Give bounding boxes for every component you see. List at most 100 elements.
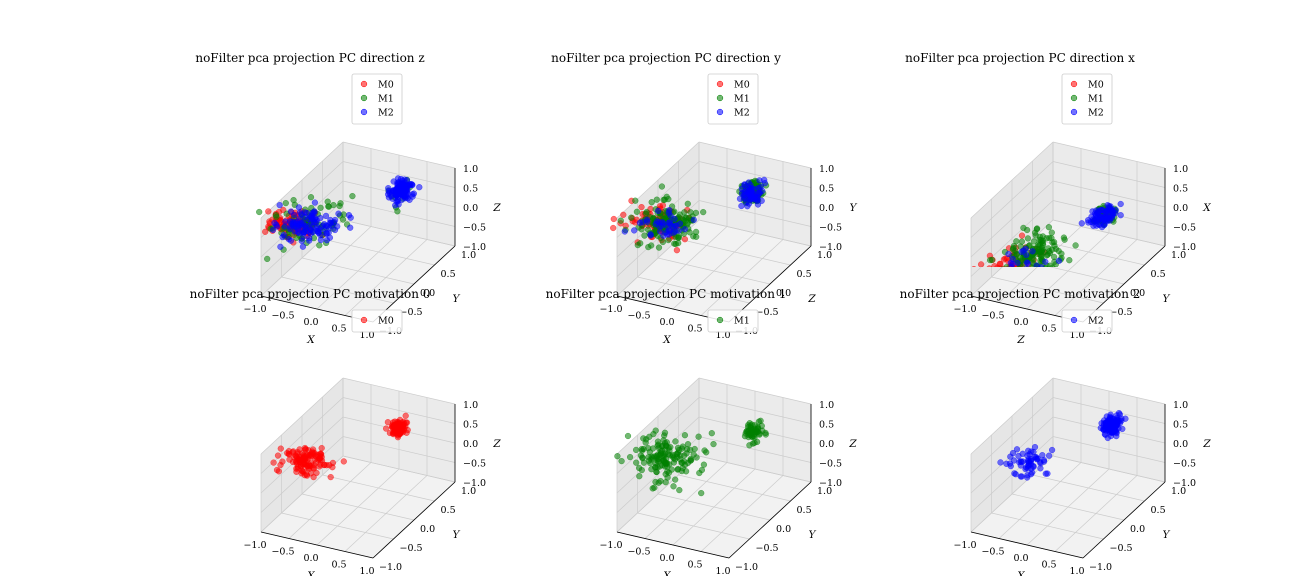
x-tick-label: 0.5	[687, 324, 702, 335]
legend-marker	[360, 316, 368, 324]
data-point	[670, 483, 677, 490]
data-point	[1000, 266, 1004, 267]
x-tick-label: −1.0	[599, 540, 622, 551]
data-point	[1066, 257, 1073, 264]
gridline	[344, 239, 428, 316]
data-point	[1048, 446, 1056, 454]
z-tick-label: −1.0	[1173, 478, 1196, 489]
data-point	[687, 455, 694, 463]
data-point	[1024, 472, 1031, 479]
gridline	[342, 219, 456, 247]
gridline	[678, 238, 791, 266]
subplot-title: noFilter pca projection PC direction x	[905, 51, 1135, 65]
data-point	[1038, 244, 1046, 251]
z-tick-label: −1.0	[1173, 242, 1196, 253]
data-point	[1031, 229, 1039, 236]
gridline	[342, 377, 456, 405]
data-point	[1018, 248, 1025, 256]
data-point	[307, 226, 314, 233]
data-point	[746, 190, 753, 197]
data-point	[281, 223, 288, 230]
gridline	[1032, 474, 1145, 502]
x-tick-label: −0.5	[271, 311, 294, 322]
x-tick-label: 0.0	[659, 317, 674, 328]
data-point	[277, 243, 284, 250]
gridline	[342, 161, 456, 188]
data-point	[1049, 264, 1056, 267]
data-point	[639, 219, 646, 226]
legend-marker	[360, 94, 368, 102]
data-point	[761, 180, 769, 187]
z-tick-label: 1.0	[819, 164, 834, 175]
gridline	[1052, 397, 1166, 424]
data-point	[285, 450, 292, 458]
data-point	[1093, 222, 1100, 229]
x-tick-label: −1.0	[243, 540, 266, 551]
data-point	[273, 213, 280, 221]
gridline	[616, 397, 700, 474]
data-point	[1018, 232, 1026, 239]
legend-entry: M0	[734, 80, 750, 91]
x-tick-label: 1.0	[359, 566, 374, 576]
x-tick-label: −1.0	[953, 304, 976, 315]
y-axis-label: Y	[809, 529, 817, 541]
legend: M2	[1061, 309, 1113, 333]
gridline	[301, 257, 415, 285]
data-point	[1045, 452, 1053, 459]
data-point	[660, 196, 667, 203]
data-point	[1113, 412, 1120, 419]
z-tick-label: 0.0	[463, 203, 478, 214]
gridline	[970, 377, 1054, 455]
z-axis-label: Z	[848, 438, 857, 450]
z-axis-label: Z	[492, 202, 501, 214]
data-point	[655, 444, 662, 452]
data-point	[300, 461, 307, 468]
data-point	[256, 208, 263, 216]
z-tick-label: 0.5	[819, 420, 834, 431]
data-point	[392, 202, 399, 209]
y-tick-label: −0.5	[756, 307, 779, 318]
data-point	[1046, 250, 1054, 257]
legend-marker	[716, 108, 724, 116]
data-point	[313, 223, 321, 231]
data-point	[667, 212, 674, 219]
data-point	[653, 218, 661, 225]
gridline	[1052, 141, 1166, 169]
data-point	[659, 238, 667, 246]
y-tick-label: 0.5	[797, 269, 812, 280]
gridline	[342, 141, 456, 169]
data-point	[633, 459, 640, 466]
data-point	[1003, 264, 1010, 267]
gridline	[344, 475, 428, 552]
data-point	[311, 199, 319, 206]
data-point	[665, 236, 672, 244]
data-point	[965, 269, 971, 275]
data-point	[651, 464, 659, 471]
y-tick-label: 0.0	[420, 288, 435, 299]
data-point	[349, 192, 356, 200]
data-point	[1085, 219, 1092, 226]
z-tick-label: 0.0	[819, 439, 834, 450]
y-tick-label: 1.0	[461, 486, 476, 497]
data-point	[325, 203, 332, 210]
data-point	[617, 217, 624, 224]
data-point	[276, 201, 283, 209]
data-point	[347, 224, 354, 231]
data-point	[321, 220, 328, 228]
z-tick-label: 0.5	[1173, 420, 1188, 431]
y-axis-line	[372, 481, 456, 559]
y-tick-label: 1.0	[1171, 486, 1186, 497]
data-point	[1037, 465, 1044, 472]
y-axis-label: Z	[807, 293, 816, 305]
legend-entry: M2	[1088, 316, 1104, 327]
z-tick-label: 0.0	[1173, 203, 1188, 214]
data-point	[996, 260, 1003, 267]
data-point	[1060, 234, 1068, 241]
data-point	[282, 199, 289, 207]
z-tick-label: 0.5	[463, 420, 478, 431]
data-point	[1113, 432, 1120, 440]
y-axis-line	[1082, 245, 1166, 323]
series-M2	[269, 175, 423, 250]
data-point	[1038, 264, 1045, 267]
data-point	[298, 470, 305, 477]
